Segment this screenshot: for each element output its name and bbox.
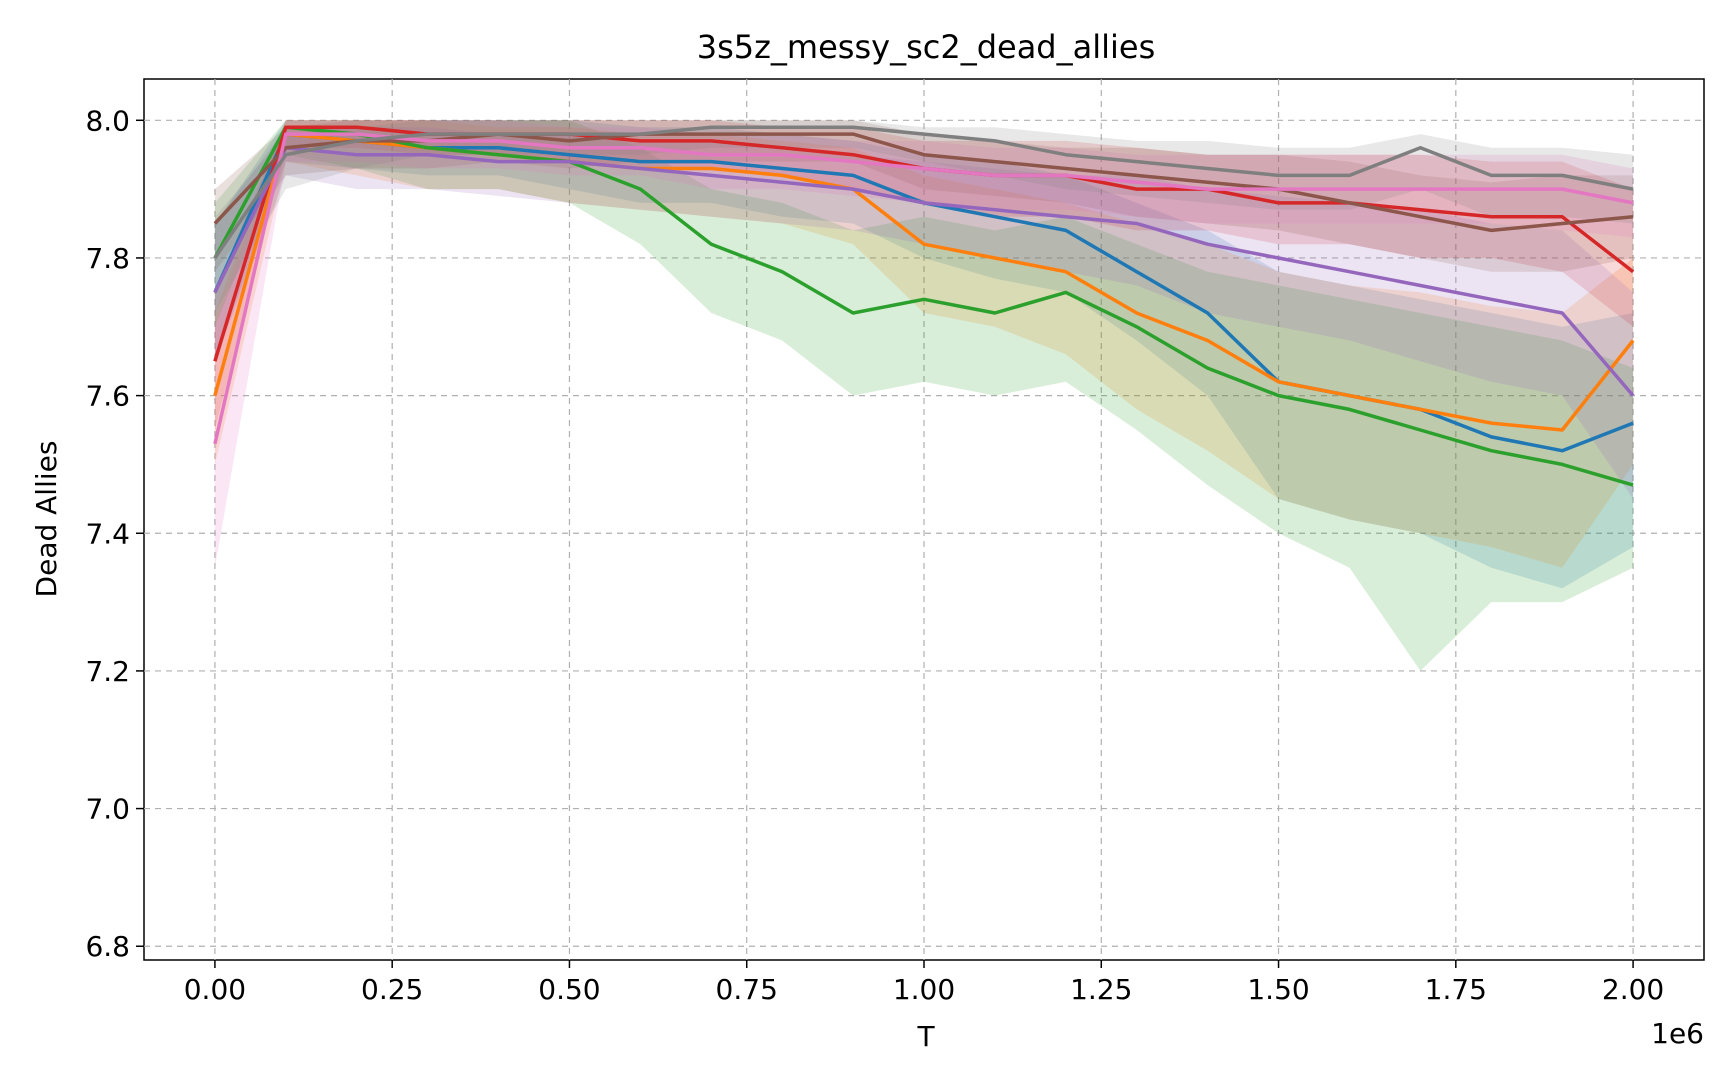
series-2-band [214, 120, 1634, 568]
grid [144, 79, 1704, 960]
series-3-band [214, 120, 1634, 671]
series-4-band [214, 120, 1634, 431]
x-axis-ticks: 0.00 0.25 0.50 0.75 1.00 1.25 1.50 1.75 2.00 [184, 960, 1664, 1006]
x-tick-label: 2.00 [1602, 973, 1664, 1006]
y-axis-ticks: 6.8 7.0 7.2 7.4 7.6 7.8 8.0 [85, 104, 144, 963]
series-5-line [213, 146, 1635, 397]
x-tick-label: 1.00 [893, 973, 955, 1006]
y-tick-label: 6.8 [85, 930, 130, 963]
series-6-band [214, 120, 1634, 272]
y-tick-label: 7.8 [85, 242, 130, 275]
y-tick-label: 7.0 [85, 793, 130, 826]
x-tick-label: 0.75 [716, 973, 778, 1006]
series-1-band [214, 120, 1634, 589]
x-tick-label: 0.00 [184, 973, 246, 1006]
series-7-line [213, 132, 1634, 445]
series-lines [213, 125, 1635, 487]
series-8-line [213, 125, 1634, 259]
chart-title: 3s5z_messy_sc2_dead_allies [697, 28, 1156, 66]
series-7-band [214, 120, 1634, 568]
series-6-line [213, 132, 1634, 233]
series-8-band [214, 120, 1634, 313]
series-5-band [214, 127, 1634, 499]
y-tick-label: 7.6 [85, 380, 130, 413]
series-3-line [213, 125, 1634, 487]
x-axis-label: T [916, 1020, 935, 1053]
x-tick-label: 0.50 [538, 973, 600, 1006]
x-tick-label: 1.75 [1425, 973, 1487, 1006]
x-tick-label: 0.25 [361, 973, 423, 1006]
confidence-bands [214, 120, 1634, 671]
x-tick-label: 1.50 [1247, 973, 1309, 1006]
x-tick-label: 1.25 [1070, 973, 1132, 1006]
y-axis-label: Dead Allies [30, 441, 63, 598]
y-tick-label: 8.0 [85, 104, 130, 137]
x-axis-offset-label: 1e6 [1651, 1017, 1704, 1050]
y-tick-label: 7.4 [85, 517, 130, 550]
y-tick-label: 7.2 [85, 655, 130, 688]
